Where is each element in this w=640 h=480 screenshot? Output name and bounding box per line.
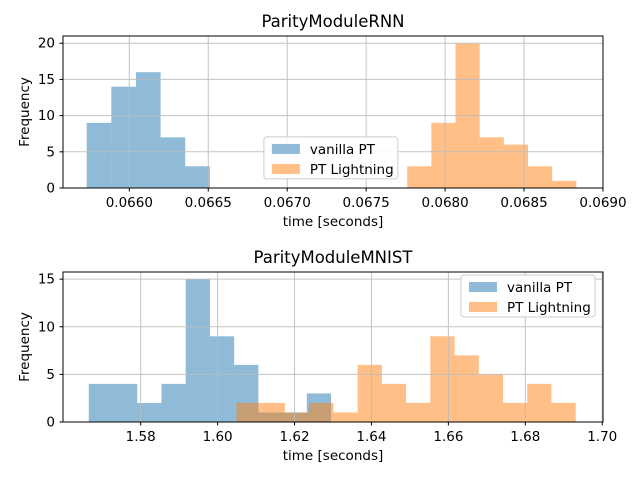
legend-label-pt_lightning: PT Lightning [310,162,394,178]
y-tick-label: 15 [38,72,55,88]
ticks [59,278,603,426]
vanilla_pt-bar [113,383,138,422]
pt_lightning-bar [406,402,431,422]
x-tick-label: 0.0675 [343,195,390,211]
x-tick-label: 0.0660 [106,195,153,211]
chart-title: ParityModuleRNN [261,12,404,31]
legend-swatch-vanilla_pt [271,143,300,154]
y-tick-label: 5 [46,367,55,383]
subplot-ParityModuleMNIST: 1.58 1.60 1.62 1.64 1.66 1.68 1.70 0 5 10 15 Parity… [17,248,617,464]
vanilla_pt-bar [111,86,136,188]
x-tick-label: 1.62 [280,429,310,445]
legend-label-pt_lightning: PT Lightning [507,300,591,316]
legend-swatch-pt_lightning [271,163,300,174]
pt_lightning-bar [357,364,382,422]
pt_lightning-bar [430,336,455,422]
y-tick-label: 0 [46,181,55,197]
chart-title: ParityModuleMNIST [254,248,414,267]
y-tick-label: 5 [46,144,55,160]
pt_lightning-bar [528,166,553,188]
y-tick-label: 10 [38,108,55,124]
ticks [59,42,604,192]
vanilla_pt-bar [137,402,162,422]
vanilla_pt-bar [185,279,210,422]
y-axis-label: Frequency [17,77,33,147]
pt_lightning-bar [309,402,334,422]
pt_lightning-bar [552,180,577,188]
vanilla_pt-bar [160,137,186,188]
y-tick-label: 10 [38,319,55,335]
pt_lightning-bar [236,402,261,422]
x-tick-label: 0.0685 [500,195,547,211]
pt_lightning-bar [454,355,479,422]
axes-border [62,271,604,423]
vanilla_pt-bar [86,122,112,188]
x-tick-label: 1.66 [433,429,463,445]
vanilla_pt-bar [185,166,210,188]
pt_lightning-bar [431,122,456,188]
x-tick-label: 1.64 [356,429,386,445]
pt_lightning-bar [260,402,285,422]
y-tick-label: 15 [38,272,55,288]
x-tick-label: 0.0680 [421,195,468,211]
pt_lightning-bar [478,374,503,422]
vanilla_pt-bar [135,72,161,188]
x-tick-label: 1.58 [126,429,156,445]
series-pt_lightning [236,336,576,422]
x-axis-label: time [seconds] [283,448,384,464]
y-tick-label: 20 [38,36,55,52]
vanilla_pt-bar [209,336,235,422]
legend-label-vanilla_pt: vanilla PT [507,280,573,296]
x-tick-label: 1.60 [203,429,233,445]
pt_lightning-bar [479,137,504,188]
x-tick-label: 1.68 [510,429,540,445]
x-tick-label: 0.0690 [579,195,626,211]
pt_lightning-bar [551,402,576,422]
pt_lightning-bar [284,412,310,422]
pt_lightning-bar [333,412,358,422]
pt_lightning-bar [503,402,528,422]
x-tick-label: 1.70 [587,429,617,445]
axes-border [62,35,604,189]
vanilla_pt-bar [161,383,186,422]
x-axis-label: time [seconds] [283,214,384,230]
subplot-ParityModuleRNN: 0.0660 0.0665 0.0670 0.0675 0.0680 0.0685 0.06… [17,12,627,230]
legend: vanilla PT PT Lightning [263,136,399,180]
series-vanilla_pt [86,72,210,188]
legend-swatch-pt_lightning [469,302,497,312]
y-tick-label: 0 [46,415,55,431]
x-tick-label: 0.0670 [264,195,311,211]
legend-label-vanilla_pt: vanilla PT [310,142,376,158]
legend: vanilla PT PT Lightning [460,274,596,318]
pt_lightning-bar [407,166,432,188]
legend-swatch-vanilla_pt [469,282,497,292]
x-tick-label: 0.0665 [185,195,232,211]
y-axis-label: Frequency [17,312,33,382]
pt_lightning-bar [527,383,552,422]
vanilla_pt-bar [88,383,113,422]
pt_lightning-bar [381,383,407,422]
